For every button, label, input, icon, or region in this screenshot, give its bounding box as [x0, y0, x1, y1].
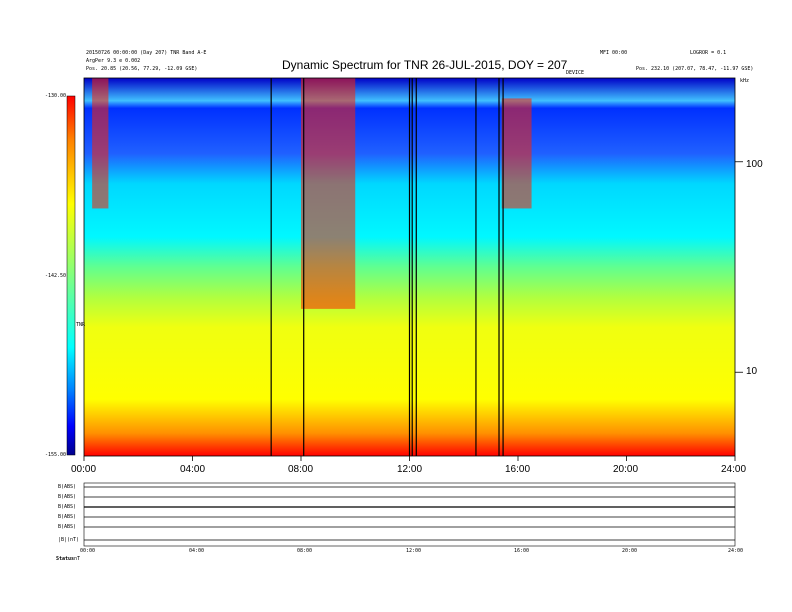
header-info-line3: Pos. 20.85 (20.56, 77.29, -12.09 GSE)	[86, 66, 198, 72]
panel-label-5: B(ABS)	[58, 524, 77, 530]
header-info-line2: ArgPer 9.3 e 0.002	[86, 58, 141, 64]
header-right-line1: LOGROR = 0.1	[690, 50, 727, 56]
x-tick-3: 12:00	[397, 464, 423, 475]
panel-x-tick-1: 04:00	[189, 548, 205, 554]
panel-label-6: |B|(nT)	[58, 537, 80, 543]
x-tick-6: 24:00	[721, 464, 747, 475]
panel-x-tick-4: 16:00	[514, 548, 530, 554]
x-tick-4: 16:00	[505, 464, 531, 475]
header-mid-right: MFI 00:00	[600, 50, 628, 56]
burst-0	[92, 78, 109, 209]
burst-2	[501, 98, 532, 209]
chart-title: Dynamic Spectrum for TNR 26-JUL-2015, DO…	[282, 58, 568, 72]
header-mid-right2: DEVICE	[566, 70, 585, 76]
y-tick-100: 100	[746, 159, 763, 170]
panel-label-2: B(ABS)	[58, 494, 77, 500]
colorbar-tick-top: -130.00	[45, 93, 67, 99]
freq-unit-label: kHz	[740, 78, 750, 84]
panel-label-1: B(ABS)	[58, 484, 77, 490]
y-tick-10: 10	[746, 366, 758, 377]
burst-1	[301, 78, 356, 309]
colorbar-tick-bottom: -155.00	[45, 452, 67, 458]
colorbar-tick-mid: -142.50	[45, 273, 67, 279]
colorbar	[66, 95, 76, 456]
status-label: Status	[56, 556, 75, 562]
panel-x-tick-5: 20:00	[622, 548, 638, 554]
mag-panels-frame	[83, 482, 736, 547]
x-tick-0: 00:00	[71, 464, 97, 475]
colorbar-label: TNR	[76, 322, 86, 328]
panel-x-tick-3: 12:00	[406, 548, 422, 554]
panel-x-tick-0: 00:00	[80, 548, 96, 554]
status-unit: nT	[74, 556, 81, 562]
panel-label-4: B(ABS)	[58, 514, 77, 520]
x-tick-5: 20:00	[613, 464, 639, 475]
x-tick-2: 08:00	[288, 464, 314, 475]
header-info-line1: 20150726 00:00:00 (Day 207) TNR Band A-E	[86, 50, 207, 56]
panel-x-tick-6: 24:00	[728, 548, 744, 554]
panel-x-tick-2: 08:00	[297, 548, 313, 554]
panel-label-3: B(ABS)	[58, 504, 77, 510]
x-tick-1: 04:00	[180, 464, 206, 475]
header-right-line2: Pos. 232.10 (207.07, 78.47, -11.97 GSE)	[636, 66, 754, 72]
